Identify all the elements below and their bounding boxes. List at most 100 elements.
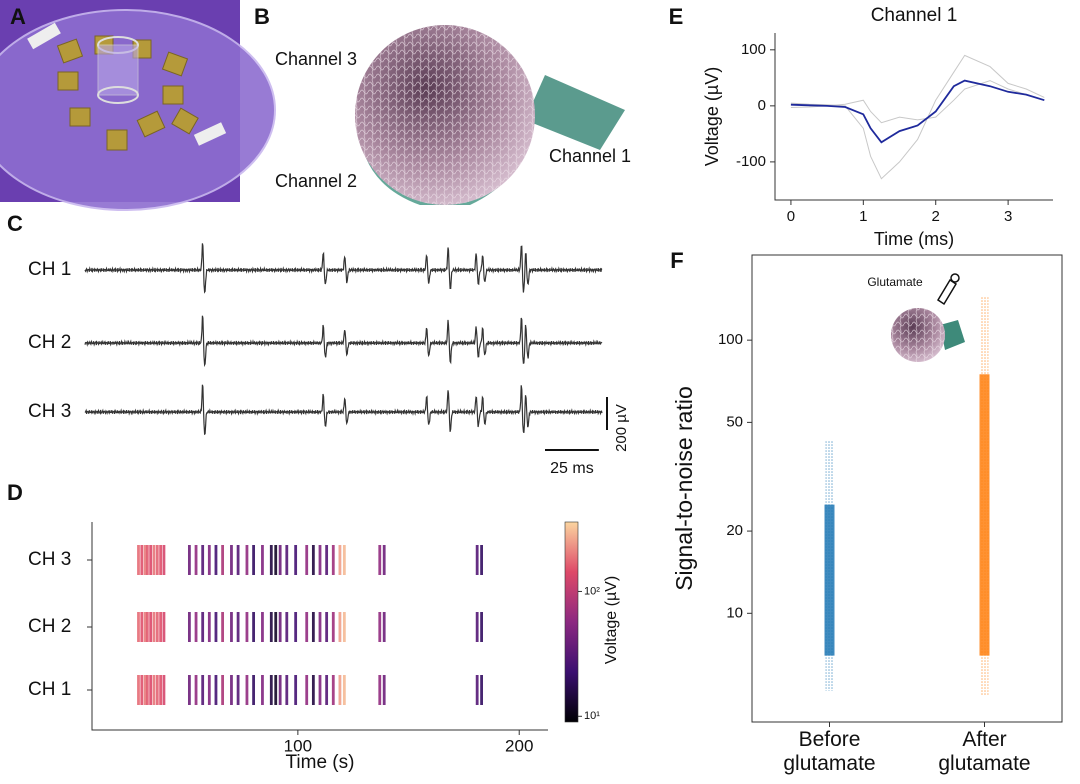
event-bar	[137, 675, 140, 705]
panel-letter: C	[7, 211, 23, 236]
event-bar	[145, 675, 149, 705]
event-bar	[155, 545, 159, 575]
event-bar	[245, 675, 249, 705]
y-tick-label: -100	[736, 153, 766, 170]
event-bar	[155, 612, 159, 642]
event-bar	[187, 675, 191, 705]
event-bar	[140, 675, 144, 705]
event-bar	[311, 612, 315, 642]
colorbar	[564, 521, 579, 723]
event-bar	[140, 545, 144, 575]
event-bar	[318, 545, 322, 575]
event-bar	[201, 612, 205, 642]
event-bar	[338, 675, 342, 705]
panel-letter: A	[10, 4, 26, 29]
event-bar	[261, 675, 264, 705]
event-bar	[378, 675, 382, 705]
x-tick-label: 3	[1004, 208, 1012, 225]
annotation: Glutamate	[867, 275, 923, 289]
event-bar	[382, 545, 386, 575]
strip-dense	[824, 504, 835, 656]
event-bar	[201, 545, 205, 575]
event-bar	[342, 675, 346, 705]
event-bar	[140, 612, 144, 642]
trace	[84, 315, 603, 368]
event-bar	[162, 545, 166, 575]
event-bar	[236, 545, 240, 575]
event-bar	[159, 612, 163, 642]
scale-label: 25 ms	[550, 460, 594, 477]
event-bar	[382, 675, 386, 705]
event-bar	[331, 545, 335, 575]
event-bar	[318, 612, 322, 642]
event-bar	[342, 545, 346, 575]
event-bar	[480, 612, 483, 642]
axis-frame	[751, 254, 1063, 723]
row-label: CH 1	[28, 679, 71, 700]
panel-letter: B	[254, 4, 270, 29]
event-bar	[274, 545, 278, 575]
x-tick-label: After glutamate	[938, 728, 1031, 775]
event-bar	[318, 675, 322, 705]
event-bar	[378, 612, 382, 642]
event-bar	[143, 612, 147, 642]
event-bar	[159, 675, 163, 705]
y-tick-label: 0	[758, 97, 766, 114]
trace	[84, 384, 603, 436]
event-bar	[269, 612, 273, 642]
y-tick-label: 100	[718, 331, 743, 348]
event-bar	[269, 675, 273, 705]
event-bar	[278, 612, 282, 642]
event-bar	[269, 545, 273, 575]
event-bar	[187, 545, 191, 575]
event-bar	[311, 675, 315, 705]
event-bar	[480, 675, 483, 705]
event-bar	[285, 675, 289, 705]
event-bar	[252, 545, 255, 575]
channel-label: CH 2	[28, 332, 71, 353]
x-tick-label: 100	[284, 736, 312, 755]
y-tick-label: 20	[726, 522, 743, 539]
axis-label: Voltage (µV)	[702, 67, 722, 166]
colorbar-label: Voltage (µV)	[603, 576, 620, 664]
event-bar	[294, 612, 298, 642]
event-bar	[143, 675, 147, 705]
event-bar	[338, 612, 342, 642]
y-tick-label: 50	[726, 413, 743, 430]
trace	[84, 243, 603, 294]
event-bar	[261, 545, 264, 575]
event-bar	[325, 612, 329, 642]
row-label: CH 2	[28, 616, 71, 637]
event-bar	[221, 545, 225, 575]
event-bar	[294, 545, 298, 575]
event-bar	[338, 545, 342, 575]
event-bar	[155, 675, 159, 705]
event-bar	[149, 545, 153, 575]
event-bar	[252, 612, 255, 642]
event-bar	[305, 545, 309, 575]
channel-label: Channel 2	[275, 171, 357, 191]
event-bar	[221, 612, 225, 642]
event-bar	[152, 612, 156, 642]
event-bar	[378, 545, 382, 575]
event-bar	[236, 675, 240, 705]
event-bar	[278, 675, 282, 705]
channel-label: Channel 3	[275, 49, 357, 69]
event-bar	[187, 612, 191, 642]
colorbar-tick-label: 10¹	[584, 710, 600, 722]
channel-label: Channel 1	[549, 146, 631, 166]
event-bar	[274, 675, 278, 705]
axis-frame	[774, 33, 1053, 201]
y-tick-label: 100	[741, 41, 766, 58]
event-bar	[207, 612, 211, 642]
event-bar	[274, 612, 278, 642]
event-bar	[245, 612, 249, 642]
event-bar	[278, 545, 282, 575]
event-bar	[221, 675, 225, 705]
glutamate-icon	[891, 273, 965, 362]
chart-title: Channel 1	[871, 5, 958, 26]
line-series	[790, 54, 1045, 180]
colorbar-tick-label: 10²	[584, 585, 600, 597]
event-bar	[342, 612, 346, 642]
